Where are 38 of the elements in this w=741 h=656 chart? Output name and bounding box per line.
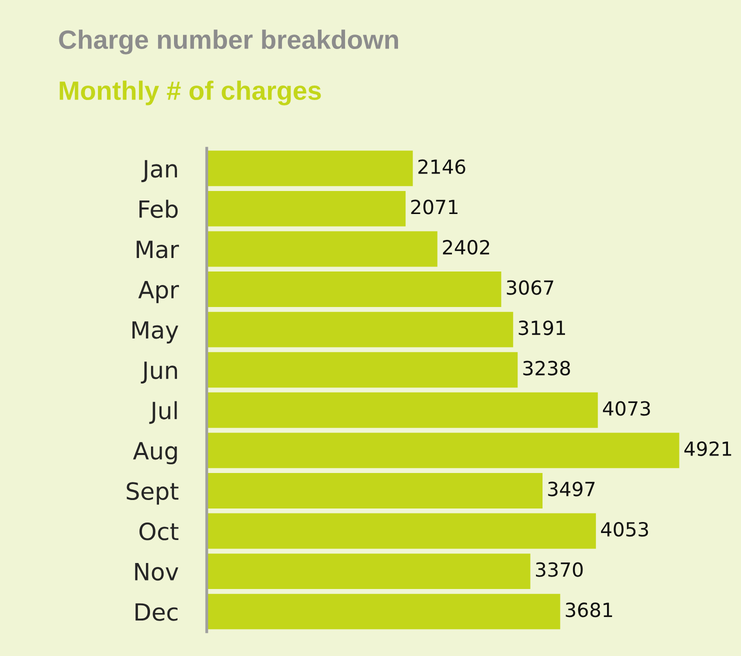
bar bbox=[206, 190, 406, 226]
data-label: 3681 bbox=[566, 602, 612, 618]
y-tick-label: Nov bbox=[135, 563, 178, 581]
y-tick-label: Jun bbox=[140, 362, 177, 384]
data-label: 4053 bbox=[601, 522, 648, 537]
bar bbox=[206, 432, 680, 468]
data-label: 3497 bbox=[548, 482, 595, 496]
bar bbox=[206, 352, 518, 388]
bar bbox=[206, 150, 413, 186]
chart-subtitle: Monthly # of charges bbox=[60, 80, 321, 106]
y-tick-label: May bbox=[132, 321, 178, 344]
y-tick-label: Feb bbox=[139, 200, 178, 218]
data-label: 3238 bbox=[523, 360, 570, 376]
bar bbox=[206, 513, 596, 549]
y-tick-label: Jul bbox=[149, 401, 177, 424]
data-label: 3191 bbox=[518, 320, 565, 336]
y-tick-label: Aug bbox=[133, 442, 177, 464]
y-tick-label: Mar bbox=[136, 240, 179, 258]
bar bbox=[206, 554, 530, 590]
bar bbox=[206, 594, 560, 630]
data-label: 2146 bbox=[418, 159, 466, 174]
bar bbox=[206, 272, 502, 307]
data-label: 4073 bbox=[602, 401, 650, 416]
y-tick-label: Jan bbox=[141, 160, 177, 182]
chart-title: Charge number breakdown bbox=[59, 30, 398, 54]
bar bbox=[206, 472, 543, 508]
bar bbox=[206, 312, 514, 348]
bar bbox=[206, 392, 598, 428]
data-label: 4921 bbox=[684, 441, 732, 456]
y-tick-label: Oct bbox=[139, 522, 178, 540]
bar bbox=[206, 231, 438, 267]
y-tick-label: Apr bbox=[138, 281, 179, 304]
data-label: 2071 bbox=[411, 200, 458, 214]
data-label: 3370 bbox=[536, 562, 583, 577]
y-tick-label: Sept bbox=[126, 482, 178, 505]
y-tick-label: Dec bbox=[136, 603, 178, 621]
data-label: 3067 bbox=[506, 280, 554, 295]
data-label: 2402 bbox=[442, 240, 490, 255]
